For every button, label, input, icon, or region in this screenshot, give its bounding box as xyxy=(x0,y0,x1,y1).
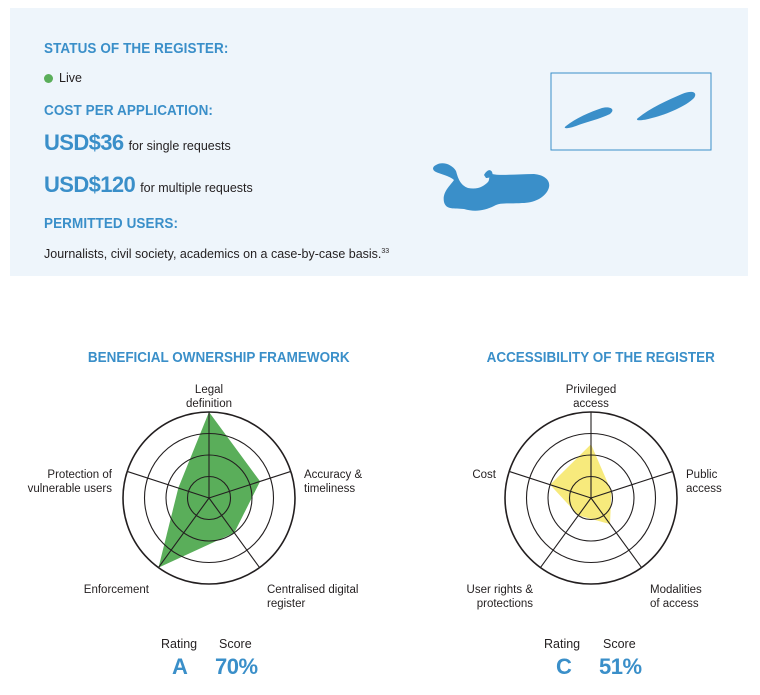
users-description: Journalists, civil society, academics on… xyxy=(44,247,382,261)
radar-axis-label: Privileged access xyxy=(566,384,617,410)
radar-axis-spoke xyxy=(590,497,642,568)
radar-chart-framework: Legal definition Accuracy & timeliness Centr… xyxy=(28,384,363,610)
little-cayman-island xyxy=(564,107,613,129)
price-amount: USD$120 xyxy=(44,172,136,197)
radar-axis-spoke xyxy=(590,470,673,499)
radar-axis-label: Cost xyxy=(472,469,496,481)
radar-axis-label: Enforcement xyxy=(84,584,150,596)
map-inset-frame xyxy=(550,72,712,151)
price-note: for multiple requests xyxy=(140,181,253,195)
register-info-panel xyxy=(10,8,748,276)
radar-axis-label: Public access xyxy=(686,469,722,495)
status-heading: STATUS OF THE REGISTER: xyxy=(44,41,229,57)
radar-axis-label: Protection of vulnerable users xyxy=(28,469,113,495)
grand-cayman-island xyxy=(433,163,550,211)
radar-axis-spoke xyxy=(540,497,592,568)
cost-heading: COST PER APPLICATION: xyxy=(44,103,214,119)
radar-axis-spoke xyxy=(208,470,291,499)
cayman-islands-map xyxy=(433,72,712,211)
chart-title-accessibility: ACCESSIBILITY OF THE REGISTER xyxy=(486,350,715,366)
radar-axis-label: Modalities of access xyxy=(650,584,702,610)
radar-axis-label: Accuracy & timeliness xyxy=(304,469,362,495)
price-note: for single requests xyxy=(128,139,231,153)
price-row-single: USD$36 for single requests xyxy=(44,130,231,156)
status-row: Live xyxy=(44,71,82,85)
status-value: Live xyxy=(59,71,82,85)
rating-value-accessibility: C xyxy=(556,654,572,679)
radar-axis-spoke xyxy=(208,497,260,568)
score-label-accessibility: Score xyxy=(603,637,636,651)
footnote-marker: 33 xyxy=(381,247,390,255)
chart-title-framework: BENEFICIAL OWNERSHIP FRAMEWORK xyxy=(87,350,350,366)
cayman-brac-island xyxy=(636,91,696,121)
users-text: Journalists, civil society, academics on… xyxy=(44,247,389,261)
price-row-multiple: USD$120 for multiple requests xyxy=(44,172,253,198)
radar-axis-spoke xyxy=(509,470,592,499)
score-value-framework: 70% xyxy=(215,654,258,679)
radar-chart-accessibility: Privileged access Public access Modalities of… xyxy=(467,384,723,610)
grand-cayman-north-sound xyxy=(484,170,493,178)
rating-label-accessibility: Rating xyxy=(544,637,581,651)
radar-axis-label: User rights & protections xyxy=(467,584,534,610)
status-dot xyxy=(44,73,53,83)
rating-label-framework: Rating xyxy=(161,637,198,651)
radar-axis-spoke xyxy=(127,470,210,499)
score-value-accessibility: 51% xyxy=(599,654,642,679)
users-heading: PERMITTED USERS: xyxy=(44,216,179,232)
rating-value-framework: A xyxy=(172,654,188,679)
radar-axis-label: Legal definition xyxy=(186,384,232,410)
radar-axis-spoke xyxy=(158,497,210,568)
radar-axis-label: Centralised digital register xyxy=(267,584,358,610)
score-label-framework: Score xyxy=(219,637,252,651)
price-amount: USD$36 xyxy=(44,130,124,155)
